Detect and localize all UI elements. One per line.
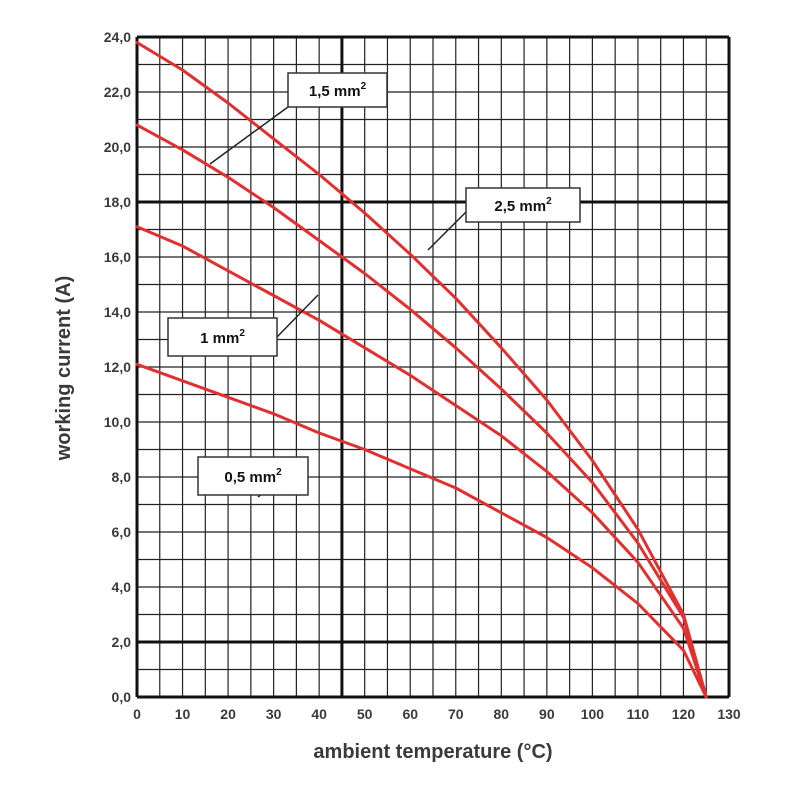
y-tick-label: 10,0 bbox=[104, 414, 131, 430]
y-tick-label: 4,0 bbox=[112, 579, 132, 595]
callout-box bbox=[167, 317, 278, 357]
y-tick-label: 24,0 bbox=[104, 29, 131, 45]
y-tick-label: 14,0 bbox=[104, 304, 131, 320]
x-tick-label: 20 bbox=[220, 706, 236, 722]
x-tick-label: 40 bbox=[311, 706, 327, 722]
series-line-3 bbox=[135, 41, 708, 699]
curves bbox=[135, 41, 708, 699]
series-line-1 bbox=[135, 225, 708, 699]
x-tick-label: 100 bbox=[581, 706, 605, 722]
x-tick-label: 90 bbox=[539, 706, 555, 722]
callout-box bbox=[287, 72, 388, 108]
y-tick-label: 8,0 bbox=[112, 469, 132, 485]
y-tick-label: 12,0 bbox=[104, 359, 131, 375]
x-tick-label: 80 bbox=[494, 706, 510, 722]
y-tick-label: 6,0 bbox=[112, 524, 132, 540]
y-tick-label: 2,0 bbox=[112, 634, 132, 650]
y-tick-label: 18,0 bbox=[104, 194, 131, 210]
x-axis-label: ambient temperature (°C) bbox=[313, 741, 552, 763]
series-label: 1,5 mm2 bbox=[309, 81, 367, 100]
callout-leader-line bbox=[276, 294, 319, 338]
x-tick-labels: 0 10 20 30 40 50 60 70 80 90 100 110 120 130 bbox=[133, 706, 741, 722]
callout-leader-line bbox=[209, 106, 289, 165]
series-label: 1 mm2 bbox=[200, 328, 245, 347]
x-tick-label: 0 bbox=[133, 706, 141, 722]
callout-leader-line bbox=[427, 211, 467, 251]
x-tick-label: 120 bbox=[672, 706, 696, 722]
x-tick-label: 60 bbox=[402, 706, 418, 722]
y-tick-label: 16,0 bbox=[104, 249, 131, 265]
y-tick-label: 20,0 bbox=[104, 139, 131, 155]
series-line-2 bbox=[135, 123, 708, 699]
y-tick-labels: 0,0 2,0 4,0 6,0 8,0 10,0 12,0 14,0 16,0 18,0 20,0 2… bbox=[104, 29, 131, 705]
x-tick-label: 50 bbox=[357, 706, 373, 722]
series-label: 0,5 mm2 bbox=[224, 467, 282, 486]
series-line-0 bbox=[135, 362, 708, 699]
x-tick-label: 30 bbox=[266, 706, 282, 722]
callout-box bbox=[197, 456, 309, 496]
x-tick-label: 10 bbox=[175, 706, 191, 722]
x-tick-label: 70 bbox=[448, 706, 464, 722]
series-callouts: 0,5 mm2 1 mm2 1,5 mm2 2,5 mm2 bbox=[167, 72, 581, 498]
grid-major bbox=[135, 35, 731, 699]
callout-box bbox=[465, 187, 581, 223]
y-tick-label: 22,0 bbox=[104, 84, 131, 100]
grid-minor bbox=[136, 36, 730, 698]
y-axis-label: working current (A) bbox=[53, 276, 75, 461]
series-label: 2,5 mm2 bbox=[494, 196, 552, 215]
x-tick-label: 130 bbox=[717, 706, 741, 722]
x-tick-label: 110 bbox=[627, 706, 650, 722]
y-tick-label: 0,0 bbox=[112, 689, 132, 705]
